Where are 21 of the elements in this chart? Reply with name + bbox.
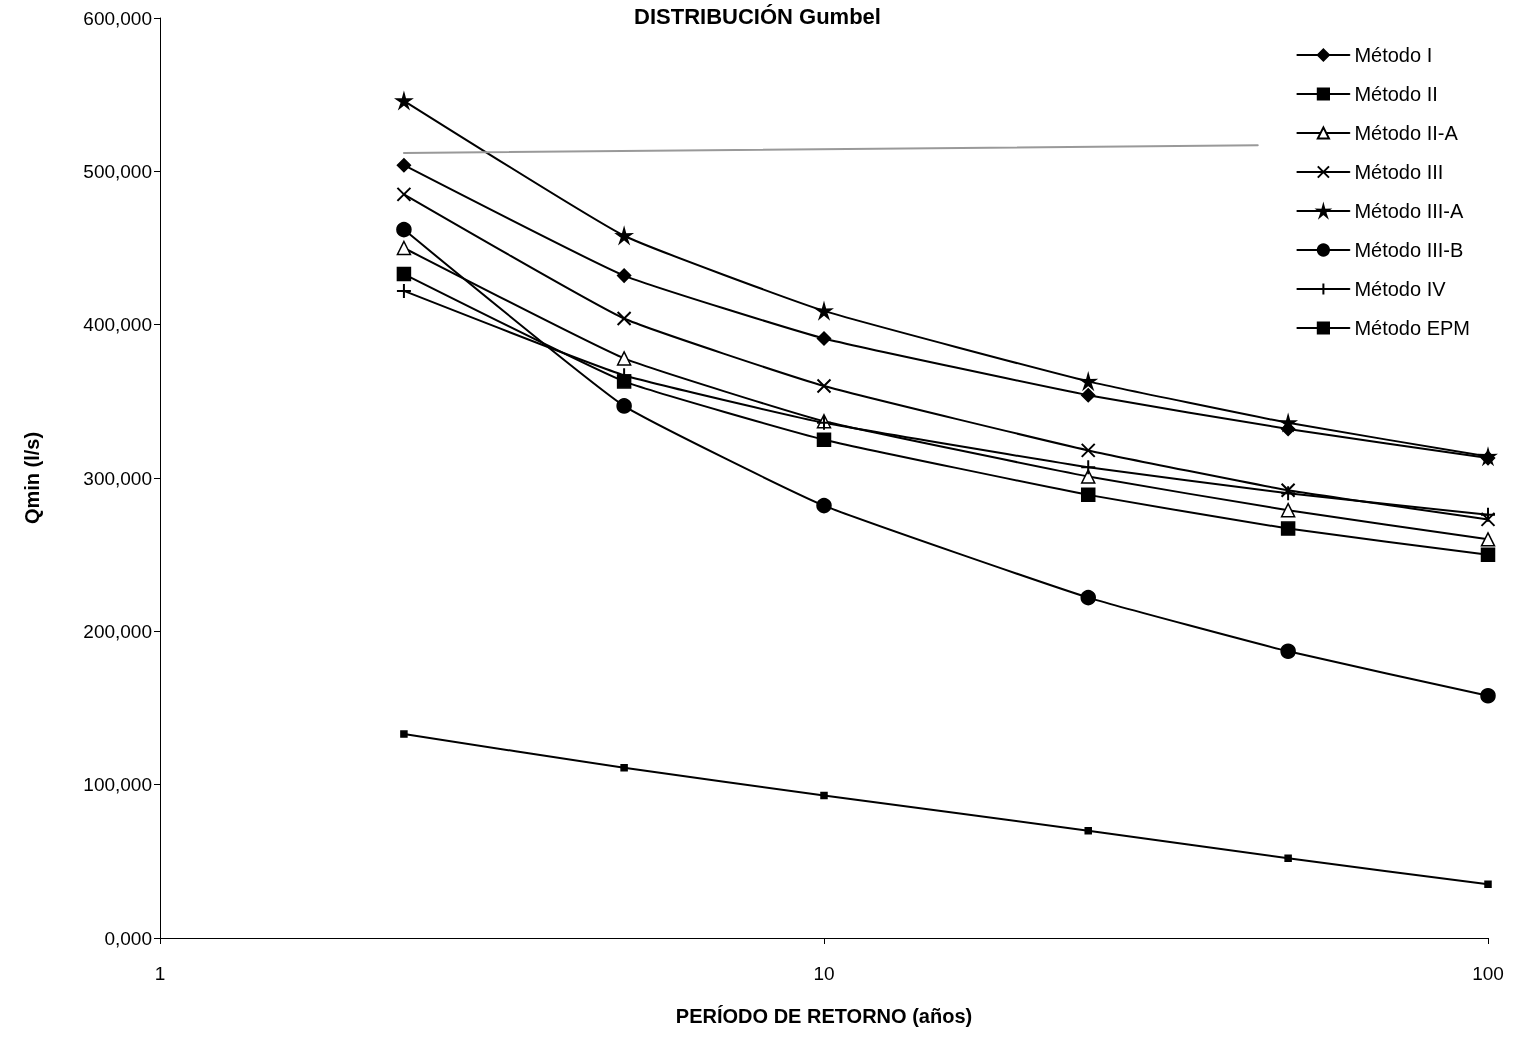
- legend-label: Método III-B: [1354, 239, 1464, 261]
- legend-label: Método EPM: [1354, 317, 1470, 339]
- y-tick-label: 200,000: [83, 620, 152, 642]
- y-tick-label: 100,000: [83, 774, 152, 796]
- y-axis-title: Qmin (l/s): [21, 431, 43, 525]
- legend-label: Método I: [1354, 44, 1433, 66]
- y-tick-label: 400,000: [83, 314, 152, 336]
- chart-title: DISTRIBUCIÓN Gumbel: [634, 3, 881, 29]
- legend-label: Método IV: [1354, 278, 1447, 300]
- y-tick-label: 0,000: [104, 927, 152, 949]
- x-axis-title: PERÍODO DE RETORNO (años): [675, 1005, 973, 1027]
- x-tick-label: 10: [813, 963, 835, 984]
- y-tick-label: 500,000: [83, 160, 152, 182]
- legend-label: Método II: [1354, 83, 1438, 105]
- legend-label: Método II-A: [1354, 122, 1459, 144]
- legend-label: Método III-A: [1354, 200, 1464, 222]
- y-tick-label: 600,000: [83, 7, 152, 29]
- x-tick-label: 100: [1472, 963, 1504, 984]
- x-tick-label: 1: [154, 963, 166, 984]
- y-tick-label: 300,000: [83, 467, 152, 489]
- legend-label: Método III: [1354, 161, 1444, 183]
